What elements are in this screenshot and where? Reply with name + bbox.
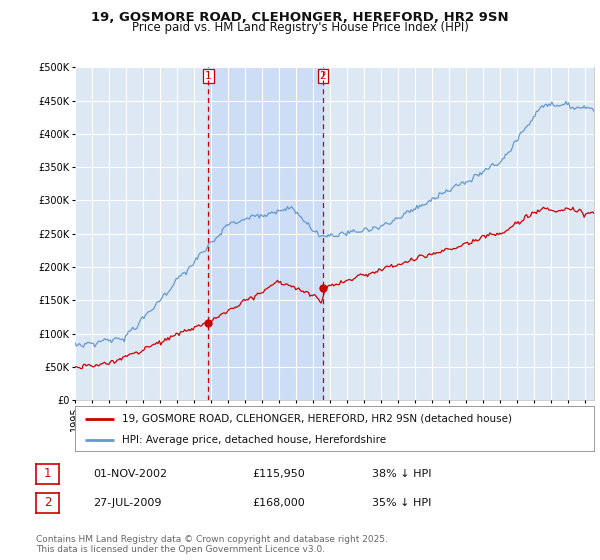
Text: 19, GOSMORE ROAD, CLEHONGER, HEREFORD, HR2 9SN (detached house): 19, GOSMORE ROAD, CLEHONGER, HEREFORD, H… — [122, 413, 512, 423]
Text: 2: 2 — [320, 71, 326, 81]
Text: 2: 2 — [44, 496, 51, 510]
Text: Price paid vs. HM Land Registry's House Price Index (HPI): Price paid vs. HM Land Registry's House … — [131, 21, 469, 34]
Text: 1: 1 — [205, 71, 212, 81]
Text: 38% ↓ HPI: 38% ↓ HPI — [372, 469, 431, 479]
Bar — [208, 67, 323, 400]
Text: HPI: Average price, detached house, Herefordshire: HPI: Average price, detached house, Here… — [122, 435, 386, 445]
Text: 19, GOSMORE ROAD, CLEHONGER, HEREFORD, HR2 9SN: 19, GOSMORE ROAD, CLEHONGER, HEREFORD, H… — [91, 11, 509, 24]
Text: £168,000: £168,000 — [252, 498, 305, 508]
Text: £115,950: £115,950 — [252, 469, 305, 479]
Text: 01-NOV-2002: 01-NOV-2002 — [93, 469, 167, 479]
Text: 1: 1 — [44, 467, 51, 480]
Text: 27-JUL-2009: 27-JUL-2009 — [93, 498, 161, 508]
Text: 35% ↓ HPI: 35% ↓ HPI — [372, 498, 431, 508]
Text: Contains HM Land Registry data © Crown copyright and database right 2025.
This d: Contains HM Land Registry data © Crown c… — [36, 535, 388, 554]
